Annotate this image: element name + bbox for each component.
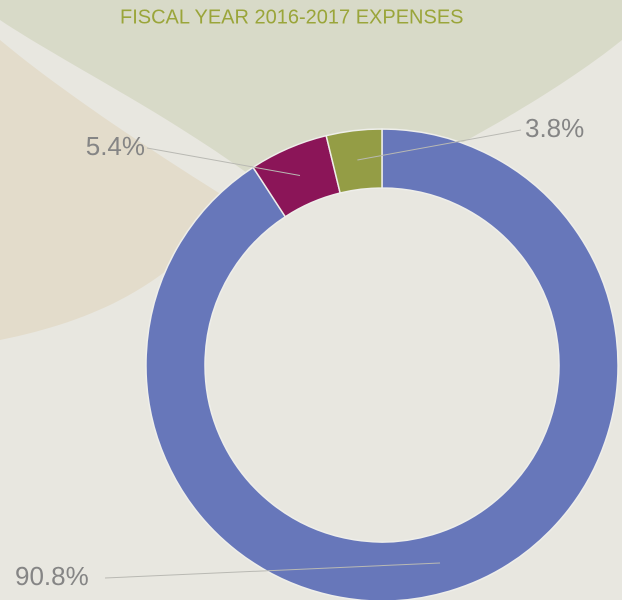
data-label: 90.8% (15, 561, 89, 591)
data-label: 3.8% (525, 113, 584, 143)
page: FISCAL YEAR 2016-2017 EXPENSES 90.8% 5.4%… (0, 0, 622, 600)
chart-title: FISCAL YEAR 2016-2017 EXPENSES (120, 6, 464, 28)
slice (146, 129, 618, 600)
data-label: 5.4% (86, 131, 145, 161)
chart: FISCAL YEAR 2016-2017 EXPENSES 90.8% 5.4%… (0, 0, 622, 600)
